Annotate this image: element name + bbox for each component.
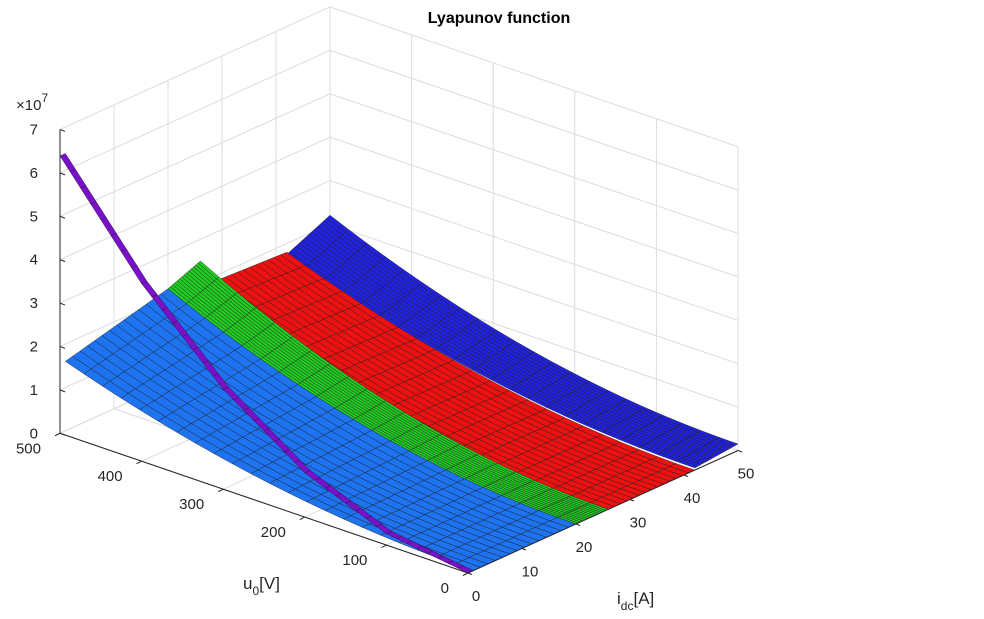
surface-patch [65,288,577,571]
y-tick-label: 100 [342,552,367,569]
surface-cell [69,169,87,189]
surface-cell [131,265,148,284]
y-tick-mark [381,544,387,548]
x-tick-label: 40 [684,490,701,507]
z-tick-mark [59,302,66,306]
surface-patch [167,260,609,525]
z-axis-exponent: ×107 [16,91,48,114]
z-tick-label: 0 [30,425,38,442]
y-tick-mark [217,488,224,493]
x-tick-mark [521,548,527,551]
x-tick-mark [737,450,743,453]
surface-cell [120,249,138,268]
z-tick-mark [59,345,66,349]
z-tick-label: 7 [30,121,38,138]
y-tick-label: 500 [16,440,41,457]
z-tick-label: 4 [30,252,38,269]
x-axis-label: idc[A] [617,589,654,613]
surface-cell [141,280,158,298]
z-tick-label: 6 [30,165,38,182]
y-axis-label: u0[V] [243,574,280,598]
y-tick-mark [136,460,142,465]
surface-patch [286,215,739,469]
z-gridline [59,6,739,148]
z-tick-label: 1 [30,382,38,399]
y-tick-label: 400 [98,468,123,485]
x-tick-mark [467,572,473,575]
z-tick-mark [59,259,66,263]
z-tick-mark [59,215,66,219]
y-tick-label: 0 [441,580,449,597]
z-gridline [59,49,739,191]
z-gridline [59,93,739,234]
z-tick-label: 2 [30,338,38,355]
z-tick-mark [59,128,66,132]
z-tick-label: 5 [30,208,38,225]
y-tick-label: 300 [179,496,204,513]
chart-title: Lyapunov function [428,10,571,27]
x-tick-label: 0 [472,588,480,605]
z-gridline [59,136,739,278]
x-tick-mark [629,499,635,502]
surface-cell [110,233,127,253]
surface-cell [59,153,76,173]
surface-cell [90,201,107,221]
y-tick-mark [462,572,469,576]
x-tick-mark [575,523,581,526]
y-tick-mark [299,516,306,521]
x-tick-label: 30 [630,515,647,532]
x-tick-label: 20 [576,539,593,556]
y-axis-line [59,432,469,574]
z-tick-mark [59,172,66,176]
z-tick-mark [59,389,66,393]
z-tick-label: 3 [30,295,38,312]
surface-cell [715,437,739,446]
surface-patch [59,153,474,574]
x-axis-line [467,450,739,574]
surface-layer [59,153,739,574]
y-tick-mark [54,432,61,437]
x-tick-label: 50 [738,466,755,483]
x-tick-mark [683,474,689,477]
y-tick-label: 200 [261,524,286,541]
z-tick-mark [59,432,66,436]
surface-cell [80,185,97,205]
x-tick-label: 10 [522,564,539,581]
